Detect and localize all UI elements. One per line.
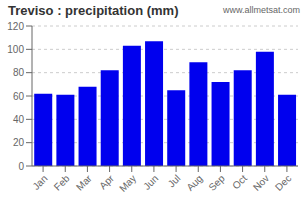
svg-text:Oct: Oct — [230, 173, 249, 192]
svg-text:Aug: Aug — [184, 173, 204, 193]
svg-text:May: May — [117, 173, 138, 194]
svg-text:Sep: Sep — [206, 172, 227, 193]
svg-text:Dec: Dec — [273, 173, 293, 193]
svg-text:80: 80 — [13, 67, 25, 78]
svg-text:Jan: Jan — [30, 173, 49, 192]
svg-text:Jun: Jun — [141, 173, 160, 192]
svg-text:Mar: Mar — [74, 172, 94, 192]
svg-text:100: 100 — [8, 44, 24, 55]
html-text:www.allmetsat.com: www.allmetsat.com — [223, 5, 300, 15]
svg-text:0: 0 — [18, 161, 24, 172]
html-text:Treviso : precipitation (mm): Treviso : precipitation (mm) — [8, 2, 179, 18]
svg-text:40: 40 — [13, 114, 25, 125]
svg-text:Nov: Nov — [251, 173, 271, 193]
svg-text:20: 20 — [13, 137, 25, 148]
svg-text:60: 60 — [13, 91, 25, 102]
svg-text:120: 120 — [8, 21, 24, 32]
svg-text:Feb: Feb — [52, 172, 72, 192]
svg-text:Apr: Apr — [97, 172, 116, 191]
svg-text:Jul: Jul — [166, 173, 183, 190]
